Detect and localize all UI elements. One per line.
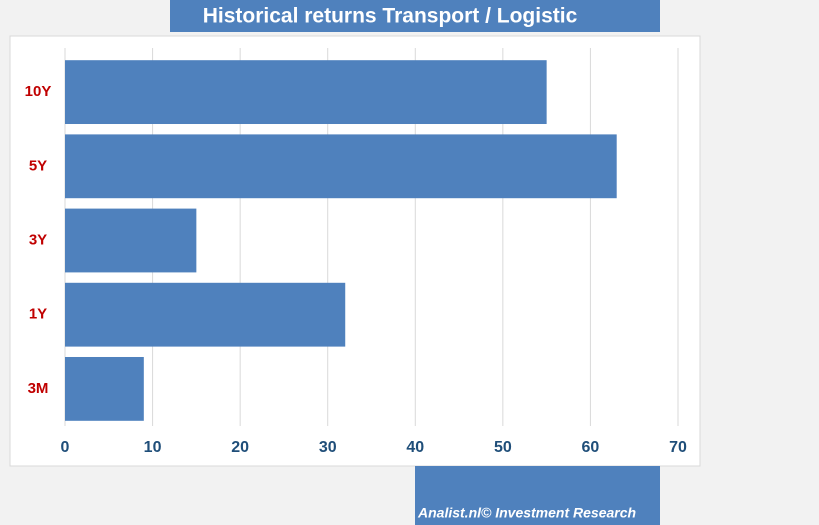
bar [65, 208, 197, 273]
y-tick-label: 1Y [29, 306, 47, 323]
x-tick-label: 20 [231, 439, 249, 456]
x-tick-label: 40 [406, 439, 424, 456]
x-tick-label: 0 [61, 439, 70, 456]
footer: Analist.nl© Investment Research [417, 505, 636, 521]
y-tick-label: 3M [28, 380, 49, 397]
y-tick-label: 3Y [29, 231, 47, 248]
x-tick-label: 70 [669, 439, 687, 456]
y-tick-label: 5Y [29, 157, 47, 174]
x-tick-label: 50 [494, 439, 512, 456]
y-tick-label: 10Y [25, 83, 52, 100]
chart-title: Historical returns Transport / Logistic [203, 5, 578, 28]
bar [65, 60, 547, 125]
x-tick-label: 30 [319, 439, 337, 456]
x-tick-label: 10 [144, 439, 162, 456]
bar [65, 356, 144, 421]
title-box [170, 0, 660, 32]
bar [65, 134, 617, 199]
footer-box [415, 466, 660, 525]
bar [65, 282, 346, 347]
x-tick-label: 60 [582, 439, 600, 456]
marks: 0 10 20 30 40 50 60 70 10Y 5Y 3Y 1Y 3M [25, 60, 687, 456]
